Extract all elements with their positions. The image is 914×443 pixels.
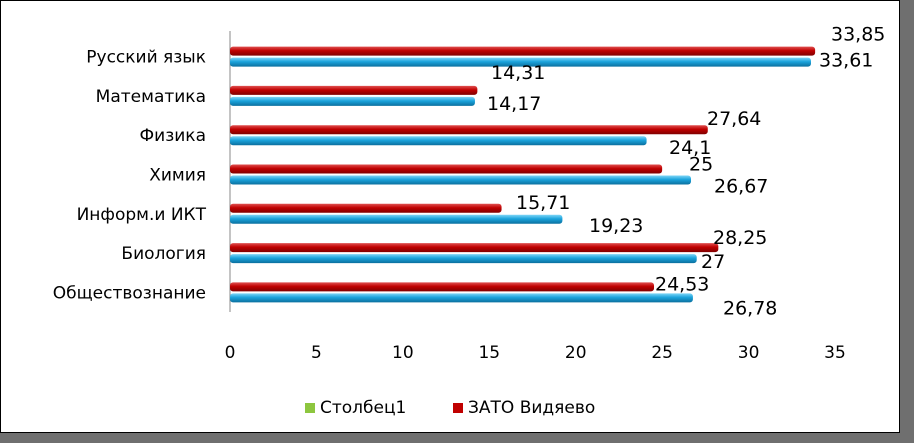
bar-zato-vidyaevo [230, 125, 708, 135]
category-label: Химия [149, 166, 206, 186]
data-label-zato-vidyaevo: 33,85 [831, 24, 885, 46]
x-tick-label: 25 [651, 343, 673, 363]
data-label-zato-vidyaevo: 14,31 [491, 62, 545, 84]
bar-series-2 [230, 175, 692, 185]
bar-zato-vidyaevo [230, 243, 719, 253]
x-tick-label: 0 [225, 343, 236, 363]
x-tick-label: 35 [824, 343, 846, 363]
bar-zato-vidyaevo [230, 203, 502, 213]
chart-frame: Русский язык Математика Физика Химия Информ.… [0, 0, 900, 433]
category-label: Информ.и ИКТ [77, 205, 207, 225]
category-label: Математика [96, 87, 206, 107]
data-label-series-2: 33,61 [819, 50, 873, 72]
bar-zato-vidyaevo [230, 46, 816, 56]
bar-zato-vidyaevo [230, 85, 478, 95]
bar-zato-vidyaevo [230, 282, 655, 292]
axes: Русский язык Математика Физика Химия Информ.… [53, 31, 846, 363]
bar-series-2 [230, 254, 697, 264]
x-tick-label: 20 [565, 343, 587, 363]
bar-series-2 [230, 214, 563, 224]
data-label-zato-vidyaevo: 24,53 [655, 273, 709, 295]
data-label-series-2: 27 [701, 251, 725, 273]
bar-series-2 [230, 136, 647, 146]
x-tick-label: 5 [311, 343, 322, 363]
data-label-series-2: 26,67 [714, 176, 768, 198]
data-label-zato-vidyaevo: 15,71 [516, 192, 570, 214]
x-tick-label: 10 [392, 343, 414, 363]
legend: Столбец1 ЗАТО Видяево [305, 398, 595, 418]
category-label: Обществознание [53, 283, 206, 303]
bar-series-2 [230, 57, 811, 67]
bar-series-2 [230, 96, 475, 106]
bars [230, 46, 816, 303]
x-tick-label: 15 [478, 343, 500, 363]
data-label-series-2: 19,23 [589, 215, 643, 237]
legend-swatch [305, 403, 315, 413]
bar-chart: Русский язык Математика Физика Химия Информ.… [53, 24, 886, 418]
data-label-series-2: 14,17 [487, 93, 541, 115]
x-tick-label: 30 [738, 343, 760, 363]
bar-zato-vidyaevo [230, 164, 663, 174]
data-label-zato-vidyaevo: 27,64 [707, 108, 761, 130]
category-label: Физика [140, 126, 206, 146]
data-label-series-2: 26,78 [723, 297, 777, 319]
legend-label: ЗАТО Видяево [468, 398, 595, 418]
data-label-series-2: 24,1 [669, 137, 711, 159]
category-label: Биология [121, 244, 206, 264]
category-label: Русский язык [86, 48, 206, 68]
bar-series-2 [230, 293, 693, 303]
legend-label: Столбец1 [320, 398, 406, 418]
legend-swatch [453, 403, 463, 413]
data-label-zato-vidyaevo: 25 [689, 154, 713, 176]
data-label-zato-vidyaevo: 28,25 [713, 227, 767, 249]
